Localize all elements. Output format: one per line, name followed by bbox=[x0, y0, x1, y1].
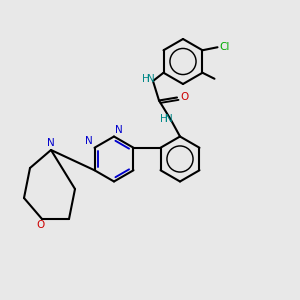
Text: N: N bbox=[147, 74, 154, 85]
Text: Cl: Cl bbox=[219, 42, 230, 52]
Text: N: N bbox=[85, 136, 93, 146]
Text: O: O bbox=[180, 92, 188, 103]
Text: H: H bbox=[160, 113, 168, 124]
Text: O: O bbox=[36, 220, 45, 230]
Text: N: N bbox=[47, 139, 55, 148]
Text: N: N bbox=[116, 125, 123, 135]
Text: N: N bbox=[165, 113, 172, 124]
Text: H: H bbox=[142, 74, 150, 85]
